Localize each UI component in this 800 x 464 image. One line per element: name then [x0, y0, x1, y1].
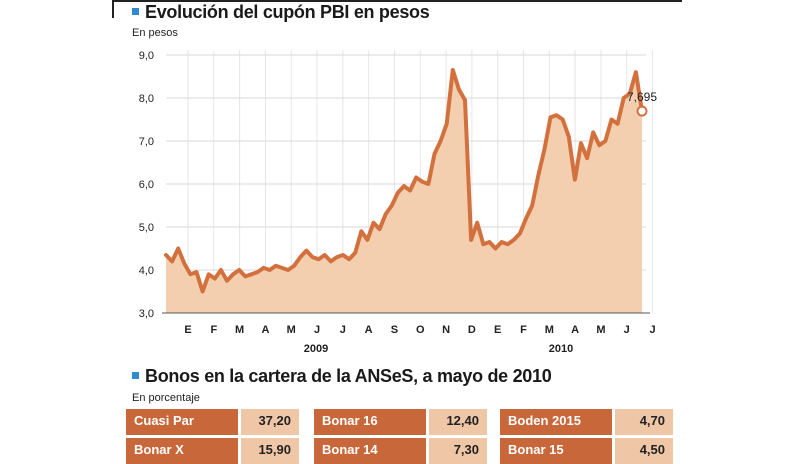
table-row: Boden 2015 4,70: [500, 409, 673, 435]
chart-title: Evolución del cupón PBI en pesos: [132, 2, 430, 23]
bond-percentage: 4,70: [615, 409, 673, 435]
top-rule-tick: [112, 0, 114, 18]
month-label: J: [314, 324, 320, 336]
y-tick-label: 3,0: [139, 308, 154, 320]
month-label: M: [287, 324, 296, 336]
month-label: N: [442, 324, 450, 336]
endpoint-marker: [636, 105, 648, 117]
table-row: Cuasi Par 37,20: [126, 409, 299, 435]
y-tick-label: 6,0: [139, 179, 154, 191]
month-label: J: [340, 324, 346, 336]
bond-percentage: 15,90: [241, 438, 299, 464]
bond-percentage: 7,30: [429, 438, 487, 464]
bond-percentage: 12,40: [429, 409, 487, 435]
table-unit: En porcentaje: [132, 392, 200, 404]
month-label: A: [365, 324, 373, 336]
series-line: [164, 68, 644, 294]
bond-name: Bonar 14: [314, 438, 426, 464]
year-label: 2010: [549, 343, 573, 355]
month-label: O: [416, 324, 425, 336]
chart-title-text: Evolución del cupón PBI en pesos: [145, 2, 430, 22]
chart-unit: En pesos: [132, 27, 178, 39]
bond-name: Cuasi Par: [126, 409, 238, 435]
table-title-text: Bonos en la cartera de la ANSeS, a mayo …: [145, 366, 552, 386]
month-label: A: [571, 324, 579, 336]
top-rule: [112, 0, 682, 2]
bond-name: Boden 2015: [500, 409, 612, 435]
bond-percentage: 37,20: [241, 409, 299, 435]
y-tick-label: 4,0: [139, 265, 154, 277]
endpoint-annotation: 7,695: [627, 90, 657, 104]
month-label: J: [649, 324, 655, 336]
month-label: J: [624, 324, 630, 336]
year-label: 2009: [304, 343, 328, 355]
bullet-square-icon: [132, 371, 139, 379]
y-tick-label: 5,0: [139, 222, 154, 234]
bond-name: Bonar 16: [314, 409, 426, 435]
bond-name: Bonar 15: [500, 438, 612, 464]
y-tick-label: 7,0: [139, 136, 154, 148]
month-label: M: [596, 324, 605, 336]
table-row: Bonar 16 12,40: [314, 409, 487, 435]
table-row: Bonar X 15,90: [126, 438, 299, 464]
bond-name: Bonar X: [126, 438, 238, 464]
month-label: F: [210, 324, 217, 336]
month-label: S: [391, 324, 398, 336]
month-label: A: [261, 324, 269, 336]
month-label: E: [184, 324, 191, 336]
table-row: Bonar 14 7,30: [314, 438, 487, 464]
y-tick-label: 9,0: [139, 50, 154, 62]
month-label: E: [494, 324, 501, 336]
bullet-square-icon: [132, 7, 139, 15]
table-title: Bonos en la cartera de la ANSeS, a mayo …: [132, 366, 552, 387]
month-label: D: [468, 324, 476, 336]
y-tick-label: 8,0: [139, 93, 154, 105]
month-label: M: [545, 324, 554, 336]
month-label: M: [235, 324, 244, 336]
price-chart: 3,0 4,0 5,0 6,0 7,0 8,0 9,0 7,695 E F M A M J J A S O N D E F…: [139, 50, 657, 355]
bond-percentage: 4,50: [615, 438, 673, 464]
month-label: F: [520, 324, 527, 336]
table-row: Bonar 15 4,50: [500, 438, 673, 464]
series-area: [166, 70, 642, 313]
